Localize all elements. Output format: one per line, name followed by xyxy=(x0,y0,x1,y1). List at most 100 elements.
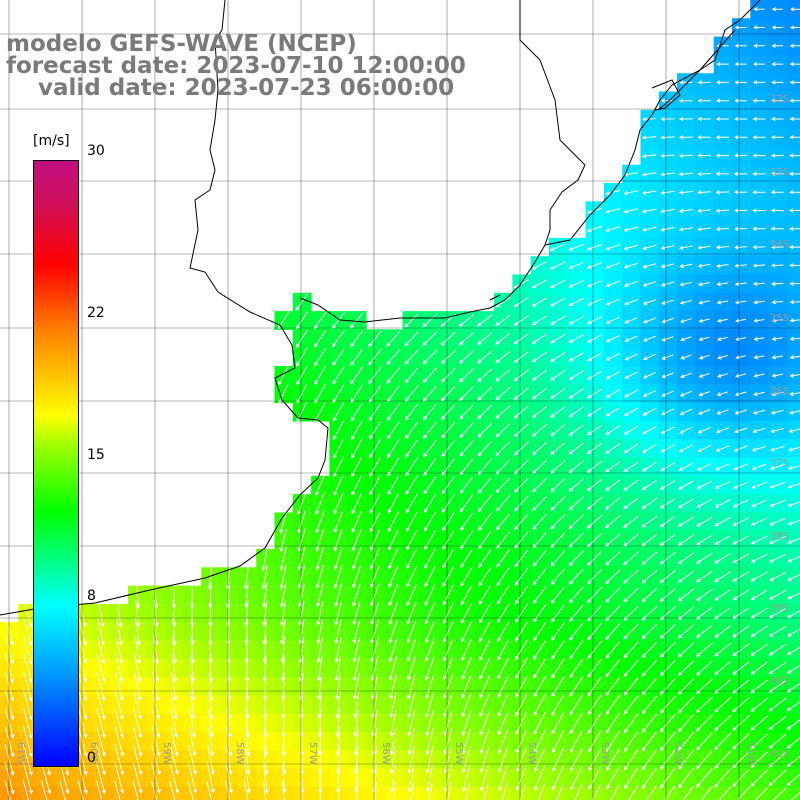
wind-arrow xyxy=(715,190,730,195)
wind-arrow xyxy=(660,767,676,789)
wind-arrow xyxy=(698,391,710,397)
wind-arrow xyxy=(716,61,729,67)
wind-arrow xyxy=(750,625,768,638)
wind-arrow xyxy=(610,784,620,800)
wind-cell xyxy=(567,786,587,800)
wind-arrow xyxy=(279,564,287,590)
wind-arrow xyxy=(189,690,196,720)
wind-arrow xyxy=(587,622,602,641)
wind-arrow xyxy=(751,445,767,452)
wind-arrow xyxy=(189,708,197,739)
wind-arrow xyxy=(245,726,251,757)
wind-arrow xyxy=(351,474,363,496)
wind-arrow xyxy=(351,547,362,570)
wind-arrow xyxy=(407,692,416,718)
wind-arrow xyxy=(716,282,729,287)
longitude-label: 58W xyxy=(234,742,245,765)
wind-arrow xyxy=(116,618,123,646)
wind-arrow xyxy=(295,329,308,349)
wind-arrow xyxy=(353,727,359,756)
wind-arrow xyxy=(533,747,546,773)
wind-arrow xyxy=(733,153,748,158)
wind-arrow xyxy=(497,621,510,642)
wind-arrow xyxy=(513,405,529,419)
wind-arrow xyxy=(678,498,694,509)
wind-arrow xyxy=(605,189,621,196)
longitude-label: 54W xyxy=(526,742,537,765)
wind-arrow xyxy=(404,403,419,421)
wind-arrow xyxy=(151,726,161,757)
wind-arrow xyxy=(771,61,784,67)
colorbar-tick-label: 8 xyxy=(87,588,96,605)
wind-arrow xyxy=(789,244,800,250)
wind-arrow xyxy=(770,171,784,176)
wind-arrow xyxy=(316,673,323,701)
wind-arrow xyxy=(314,347,327,367)
wind-arrow xyxy=(733,190,748,195)
wind-arrow xyxy=(659,642,676,658)
wind-arrow xyxy=(697,116,711,122)
wind-arrow xyxy=(568,316,584,325)
wind-arrow xyxy=(459,404,474,420)
wind-arrow xyxy=(642,767,658,789)
wind-arrow xyxy=(788,446,800,452)
wind-arrow xyxy=(440,386,456,402)
wind-arrow xyxy=(115,654,124,683)
wind-arrow xyxy=(642,281,656,287)
wind-arrow xyxy=(514,585,529,605)
wind-arrow xyxy=(624,317,638,324)
wind-arrow xyxy=(531,279,548,289)
wind-arrow xyxy=(261,546,269,571)
wind-arrow xyxy=(514,495,529,512)
wind-arrow xyxy=(623,262,639,269)
wind-arrow xyxy=(569,676,584,697)
wind-arrow xyxy=(478,585,492,606)
wind-arrow xyxy=(407,764,415,793)
wind-arrow xyxy=(623,226,639,232)
wind-arrow xyxy=(477,386,493,401)
wind-arrow xyxy=(335,691,341,719)
wind-arrow xyxy=(678,208,693,214)
wind-arrow xyxy=(642,372,656,379)
wind-arrow xyxy=(225,781,231,800)
wind-arrow xyxy=(187,780,194,800)
wind-arrow xyxy=(442,548,455,569)
wind-arrow xyxy=(133,690,143,720)
wind-arrow xyxy=(568,568,584,585)
wind-arrow xyxy=(623,659,639,677)
wind-arrow xyxy=(479,693,491,717)
wind-arrow xyxy=(352,565,362,589)
wind-arrow xyxy=(587,334,602,343)
wind-arrow xyxy=(606,766,620,790)
wind-arrow xyxy=(442,584,454,606)
wind-arrow xyxy=(534,765,546,791)
latitude-label: 36S xyxy=(770,386,789,397)
wind-arrow xyxy=(477,314,493,327)
wind-arrow xyxy=(678,444,694,453)
wind-arrow xyxy=(716,263,729,268)
wind-arrow xyxy=(661,408,675,416)
wind-arrow xyxy=(714,750,732,769)
wind-arrow xyxy=(531,369,548,381)
wind-arrow xyxy=(207,744,215,776)
wind-arrow xyxy=(661,299,674,305)
wind-arrow xyxy=(280,618,286,645)
wind-arrow xyxy=(550,261,566,270)
wind-arrow xyxy=(716,300,729,305)
wind-arrow xyxy=(461,746,471,774)
latitude-label: 39S xyxy=(770,603,789,614)
wind-arrow xyxy=(388,547,399,570)
wind-arrow xyxy=(641,731,658,752)
wind-arrow xyxy=(280,600,286,627)
wind-arrow xyxy=(732,625,750,638)
wind-arrow xyxy=(314,384,326,404)
wind-arrow xyxy=(188,726,197,757)
wind-arrow xyxy=(497,675,509,698)
wind-arrow xyxy=(497,639,510,661)
wind-arrow xyxy=(443,656,454,681)
wind-arrow xyxy=(515,747,527,773)
wind-arrow xyxy=(753,7,765,12)
wind-arrow xyxy=(623,641,639,659)
wind-arrow xyxy=(170,690,178,720)
wind-arrow xyxy=(244,762,251,794)
